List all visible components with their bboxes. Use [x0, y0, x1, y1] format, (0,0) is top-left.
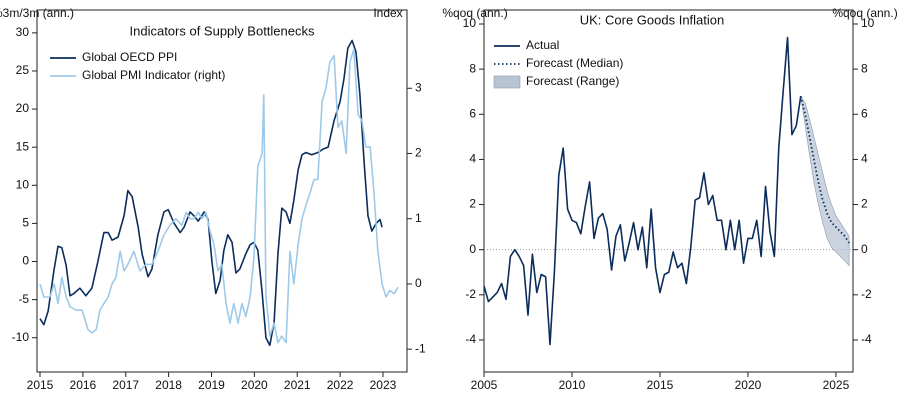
y2-tick-label: 3 [415, 80, 422, 94]
y2-tick-label: 2 [861, 197, 868, 211]
y-axis-label: %3m/3m (ann.) [0, 6, 74, 20]
x-tick-label: 2005 [471, 378, 498, 392]
y2-tick-label: 0 [861, 242, 868, 256]
x-tick-label: 2022 [327, 378, 354, 392]
y-tick-label: 8 [469, 61, 476, 75]
y-tick-label: -5 [18, 292, 29, 306]
x-tick-label: 2017 [112, 378, 139, 392]
legend-swatch [493, 75, 521, 89]
y2-tick-label: 10 [861, 16, 875, 30]
y-tick-label: 20 [16, 101, 30, 115]
y-tick-label: 5 [22, 216, 29, 230]
forecast-band [800, 96, 850, 267]
plot-frame [36, 9, 408, 373]
y2-tick-label: -1 [415, 341, 426, 355]
chart-title: Indicators of Supply Bottlenecks [130, 23, 315, 38]
chart-title: UK: Core Goods Inflation [580, 12, 725, 27]
y-tick-label: 0 [469, 242, 476, 256]
series-line [799, 95, 850, 244]
y2-tick-label: 2 [415, 146, 422, 160]
plot-frame [483, 9, 854, 373]
y-tick-label: 25 [16, 63, 30, 77]
x-tick-label: 2015 [27, 378, 54, 392]
y2-tick-label: 8 [861, 61, 868, 75]
y-tick-label: 10 [463, 16, 477, 30]
legend-label: Forecast (Median) [526, 56, 623, 70]
y2-tick-label: 4 [861, 152, 868, 166]
y2-tick-label: -2 [861, 287, 872, 301]
y2-tick-label: 0 [415, 276, 422, 290]
y-tick-label: 30 [16, 25, 30, 39]
x-tick-label: 2016 [70, 378, 97, 392]
legend-label: Forecast (Range) [526, 74, 619, 88]
legend-label: Global PMI Indicator (right) [82, 68, 225, 82]
x-tick-label: 2019 [198, 378, 225, 392]
x-tick-label: 2025 [823, 378, 850, 392]
y-tick-label: 15 [16, 139, 30, 153]
x-tick-label: 2021 [284, 378, 311, 392]
legend-label: Actual [526, 38, 559, 52]
y-tick-label: -4 [465, 332, 476, 346]
legend-label: Global OECD PPI [82, 50, 177, 64]
chart-panel: Indicators of Supply Bottlenecks %3m/3m (… [0, 6, 426, 392]
x-tick-label: 2020 [241, 378, 268, 392]
y2-axis-label: Index [373, 6, 402, 20]
chart-panel: UK: Core Goods Inflation %qoq (ann.) %qoq … [442, 6, 897, 392]
y-tick-label: 0 [22, 254, 29, 268]
y-tick-label: -2 [465, 287, 476, 301]
y-axis-label: %qoq (ann.) [442, 6, 507, 20]
series-line [483, 36, 802, 346]
y2-axis-label: %qoq (ann.) [832, 6, 897, 20]
x-tick-label: 2015 [647, 378, 674, 392]
y-tick-label: 6 [469, 106, 476, 120]
x-tick-label: 2020 [735, 378, 762, 392]
x-tick-label: 2018 [155, 378, 182, 392]
y-tick-label: 4 [469, 152, 476, 166]
y2-tick-label: 6 [861, 106, 868, 120]
x-tick-label: 2010 [559, 378, 586, 392]
series-line [39, 48, 399, 344]
y-tick-label: 2 [469, 197, 476, 211]
series-line [39, 39, 383, 347]
y2-tick-label: -4 [861, 332, 872, 346]
x-tick-label: 2023 [370, 378, 397, 392]
y2-tick-label: 1 [415, 211, 422, 225]
y-tick-label: 10 [16, 177, 30, 191]
y-tick-label: -10 [12, 330, 30, 344]
